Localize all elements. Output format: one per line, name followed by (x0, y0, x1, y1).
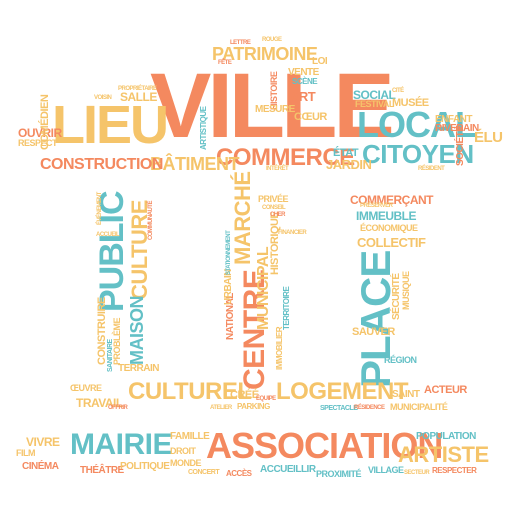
word-interet: INTÉRÊT (266, 166, 289, 172)
word-film: FILM (16, 448, 36, 458)
word-politique: POLITIQUE (120, 461, 170, 472)
word-acteur: ACTEUR (424, 384, 467, 396)
word-monde: MONDE (170, 458, 202, 468)
word-oeuvre: ŒUVRE (70, 383, 102, 393)
word-commercant: COMMERÇANT (350, 193, 434, 207)
word-preserver: PRÉSERVER (360, 203, 393, 209)
word-auteur: AUTEUR (356, 77, 379, 83)
word-communaute: COMMUNAUTÉ (148, 201, 154, 240)
word-jardin: JARDIN (326, 157, 372, 172)
word-ville: VILLE (150, 55, 395, 157)
word-stationnement: STATIONNEMENT (226, 230, 232, 275)
word-patrimoine: PATRIMOINE (212, 44, 318, 64)
word-musee: MUSÉE (392, 97, 429, 109)
word-parking: PARKING (237, 402, 270, 411)
word-marche: MARCHÉ (230, 171, 255, 265)
word-proximite: PROXIMITÉ (316, 469, 362, 479)
word-territoire: TERRITOIRE (282, 286, 291, 330)
word-travail: TRAVAIL (76, 396, 123, 410)
word-cinema: CINÉMA (22, 461, 59, 472)
word-immobilier: IMMOBILIER (275, 327, 284, 370)
word-vivre: VIVRE (26, 435, 60, 449)
word-accueil: ACCUEIL (96, 232, 120, 238)
word-construction: CONSTRUCTION (40, 156, 163, 173)
word-concert: CONCERT (188, 469, 220, 476)
word-musique: MUSIQUE (401, 271, 411, 310)
word-population: POPULATION (416, 431, 476, 442)
word-loi: LOI (312, 56, 328, 67)
word-social: SOCIAL (353, 88, 396, 102)
word-festival: FESTIVAL (355, 99, 394, 109)
word-atelier: ATELIER (210, 405, 232, 411)
word-privee: PRIVÉE (258, 194, 289, 204)
word-spectacle: SPECTACLE (320, 405, 358, 412)
word-maison: MAISON (127, 296, 147, 365)
word-logement: LOGEMENT (276, 378, 409, 405)
word-village: VILLAGE (368, 465, 404, 475)
word-lieu: LIEU (52, 95, 169, 155)
word-riverain: RIVERAIN (435, 123, 479, 134)
word-etat: ÉTAT (333, 147, 359, 159)
word-rouge: ROUGE (262, 37, 282, 43)
word-historique: HISTORIQUE (269, 211, 281, 275)
word-resident: RÉSIDENT (418, 166, 445, 172)
word-famille: FAMILLE (170, 431, 210, 442)
word-art: ART (290, 89, 316, 104)
word-local: LOCAL (357, 104, 477, 145)
word-secteur: SECTEUR (404, 470, 430, 476)
word-vente: VENTE (288, 67, 319, 78)
word-lettre: LETTRE (230, 40, 251, 46)
word-enfant: ENFANT (435, 114, 473, 125)
word-immeuble: IMMEUBLE (356, 209, 417, 223)
word-sauver: SAUVER (352, 326, 395, 338)
word-accueillir: ACCUEILLIR (260, 464, 316, 475)
word-droit: DROIT (170, 446, 196, 456)
word-theatre: THÉÂTRE (80, 465, 124, 476)
word-batiment: BÂTIMENT (150, 154, 240, 174)
word-evenement: ÉVÉNEMENT (97, 192, 103, 225)
word-financier: FINANCIER (278, 230, 307, 236)
word-collectif: COLLECTIF (357, 235, 426, 250)
word-cite: CITÉ (392, 88, 404, 94)
word-probleme: PROBLÈME (112, 317, 122, 365)
word-municipalite: MUNICIPALITÉ (390, 402, 448, 412)
word-fete: FÊTE (218, 60, 232, 66)
word-coeur: CŒUR (294, 111, 327, 123)
word-comedien: COMÉDIEN (39, 94, 51, 150)
word-salle: SALLE (120, 90, 157, 104)
word-commerce: COMMERCE (216, 144, 355, 171)
word-respect: RESPECT (18, 138, 58, 148)
word-mesure: MESURE (255, 104, 295, 115)
word-ouvrir: OUVRIR (18, 126, 62, 140)
word-culturel: CULTUREL (128, 378, 252, 405)
word-economique: ÉCONOMIQUE (360, 223, 418, 233)
word-cree: CRÉÉ (230, 389, 259, 401)
word-citoyen: CITOYEN (362, 139, 474, 169)
word-sanitaire: SANITAIRE (107, 339, 114, 372)
word-respecter: RESPECTER (432, 466, 477, 475)
word-saint: SAINT (392, 389, 420, 400)
word-association: ASSOCIATION (206, 425, 443, 466)
word-voisin: VOISIN (94, 95, 112, 101)
word-elu: ÉLU (474, 129, 503, 146)
word-artiste: ARTISTE (398, 442, 489, 467)
word-region: RÉGION (384, 355, 417, 365)
word-proprietaire: PROPRIÉTAIRE (118, 86, 157, 92)
word-scene: SCÈNE (292, 77, 318, 86)
word-equipe: ÉQUIPE (256, 396, 276, 402)
word-artistique: ARTISTIQUE (199, 106, 208, 150)
word-cher: CHER (270, 212, 286, 218)
word-conseil: CONSEIL (262, 205, 286, 211)
word-societe: SOCIÉTÉ (455, 125, 466, 166)
word-offrir: OFFRIR (108, 405, 128, 411)
word-mairie: MAIRIE (70, 428, 173, 461)
word-acces: ACCÈS (226, 469, 252, 478)
word-terrain: TERRAIN (118, 363, 159, 374)
word-residence: RÉSIDENCE (354, 405, 385, 411)
